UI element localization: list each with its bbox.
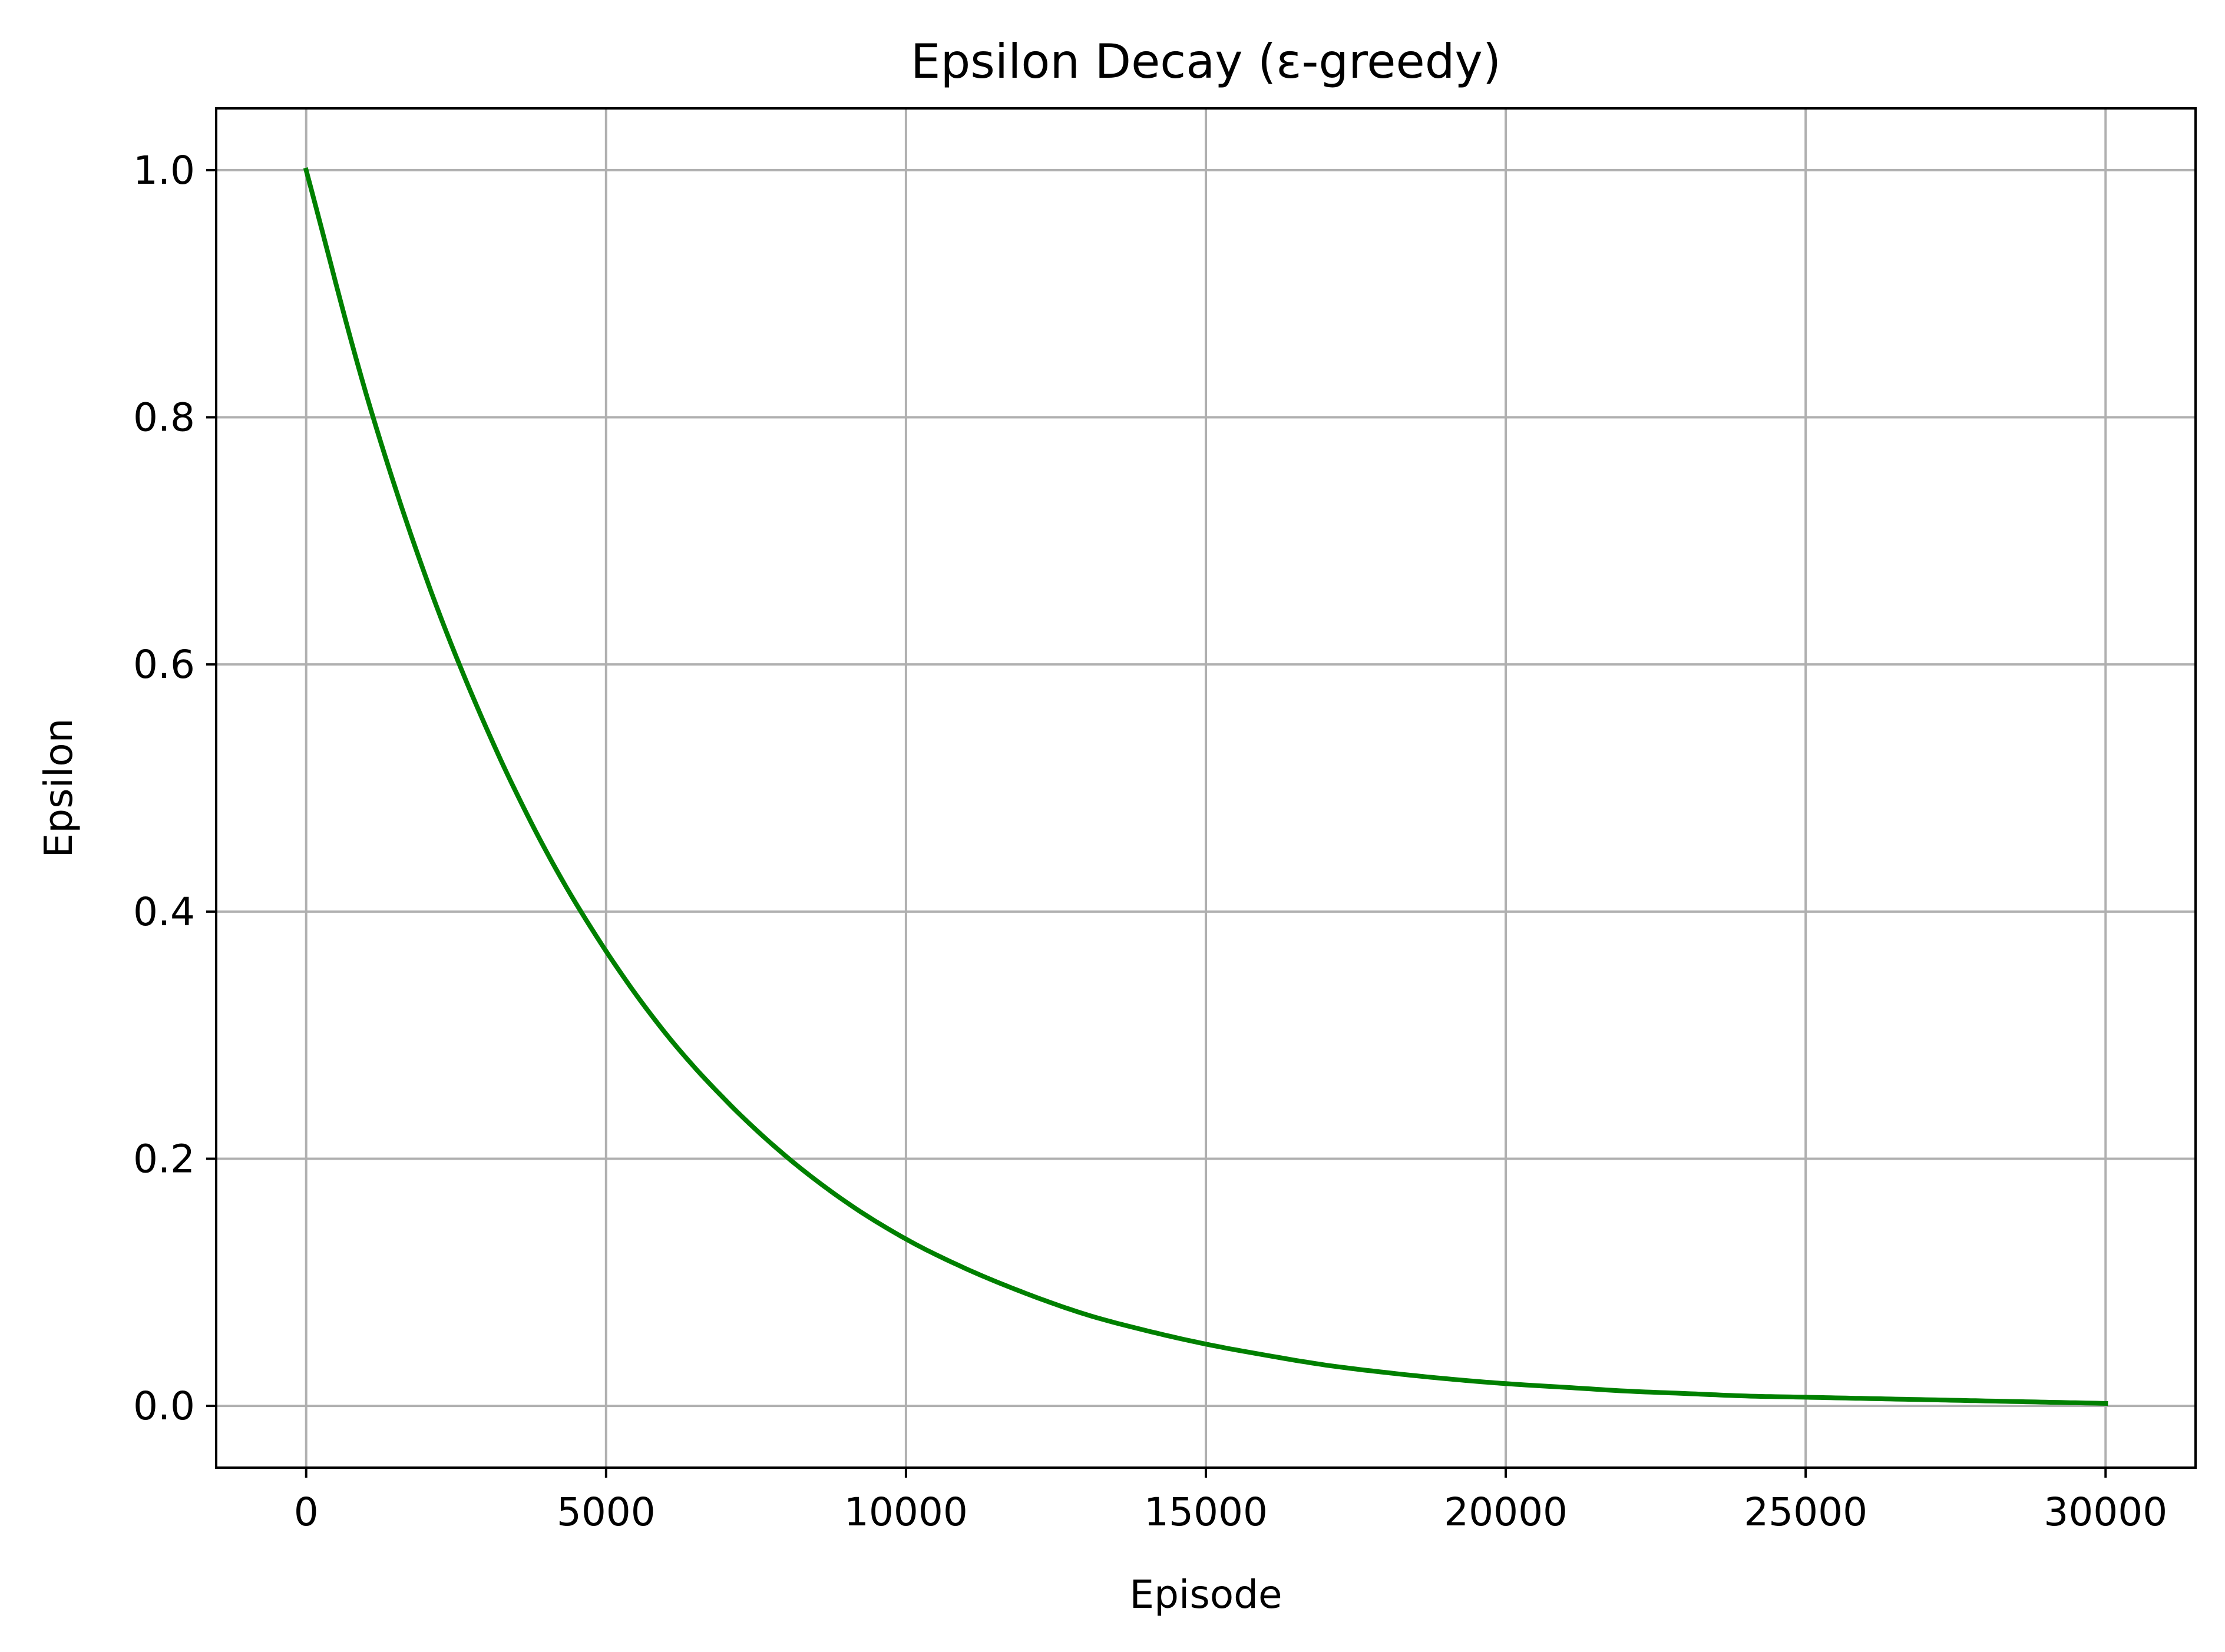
x-tick-label: 20000 [1444, 1489, 1568, 1535]
x-tick-label: 25000 [1744, 1489, 1867, 1535]
y-tick-label: 0.8 [133, 395, 195, 441]
series-line-0 [303, 167, 2108, 1406]
x-tick-label: 15000 [1144, 1489, 1268, 1535]
y-axis-label: Epsilon [36, 719, 81, 858]
x-tick-label: 5000 [557, 1489, 656, 1535]
y-tick-label: 0.0 [133, 1383, 195, 1429]
y-tick-labels: 0.0 0.2 0.4 0.6 0.8 1.0 [133, 148, 195, 1429]
y-tick-label: 0.2 [133, 1136, 195, 1181]
chart-title: Epsilon Decay (ε-greedy) [911, 34, 1501, 89]
y-tick-label: 1.0 [133, 148, 195, 193]
plot-lines [303, 167, 2108, 1406]
axis-ticks [206, 168, 2107, 1478]
y-tick-label: 0.6 [133, 642, 195, 687]
y-tick-label: 0.4 [133, 889, 195, 935]
x-tick-label: 30000 [2044, 1489, 2167, 1535]
x-tick-label: 10000 [844, 1489, 968, 1535]
grid-lines [216, 108, 2196, 1468]
x-tick-label: 0 [294, 1489, 319, 1535]
x-tick-labels: 0 5000 10000 15000 20000 25000 30000 [294, 1489, 2168, 1535]
x-axis-label: Episode [1129, 1572, 1282, 1617]
